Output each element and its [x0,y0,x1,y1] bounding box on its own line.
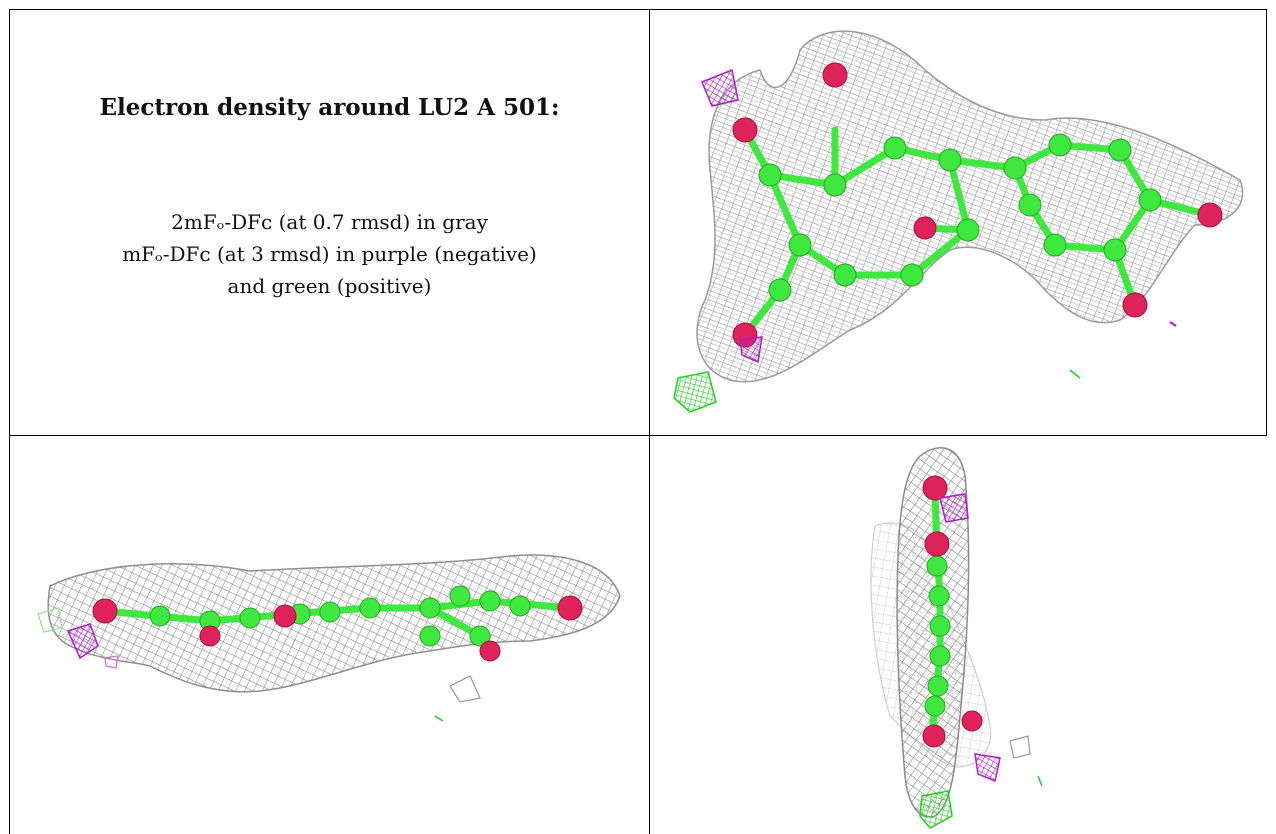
purple-density-mesh [701,68,739,107]
purple-density-mesh-2 [739,336,763,364]
caption-cell: Electron density around LU2 A 501: 2mFₒ-… [10,10,649,435]
end-view-image [870,447,1043,829]
top-view-image [673,30,1244,413]
caption-line-green: and green (positive) [227,274,432,298]
ligand-atoms [922,475,983,748]
density-top-view [650,10,1266,435]
caption-text: 2mFₒ-DFᴄ (at 0.7 rmsd) in gray mFₒ-DFᴄ (… [10,206,649,302]
table-middle-border [10,435,1267,436]
caption-title: Electron density around LU2 A 501: [99,94,560,121]
purple-density-mesh-2 [974,753,1001,783]
green-density-mesh [673,371,717,413]
density-end-view [650,436,1266,834]
ligand-atoms [732,62,1223,348]
table-right-border [1266,9,1267,436]
ligand-atoms [92,585,583,662]
table-top-border [10,9,1267,10]
table-center-border [649,9,650,834]
purple-density-mesh [66,623,99,660]
table-left-border [9,9,10,834]
gray-density-mesh [47,554,621,693]
side-view-image [37,554,621,722]
caption-line-purple: mFₒ-DFᴄ (at 3 rmsd) in purple (negative) [122,242,537,266]
gray-density-mesh [696,30,1244,383]
purple-density-mesh [939,493,969,523]
green-density-mesh [919,790,953,829]
caption-line-gray: 2mFₒ-DFᴄ (at 0.7 rmsd) in gray [171,210,488,234]
density-side-view [10,436,649,834]
